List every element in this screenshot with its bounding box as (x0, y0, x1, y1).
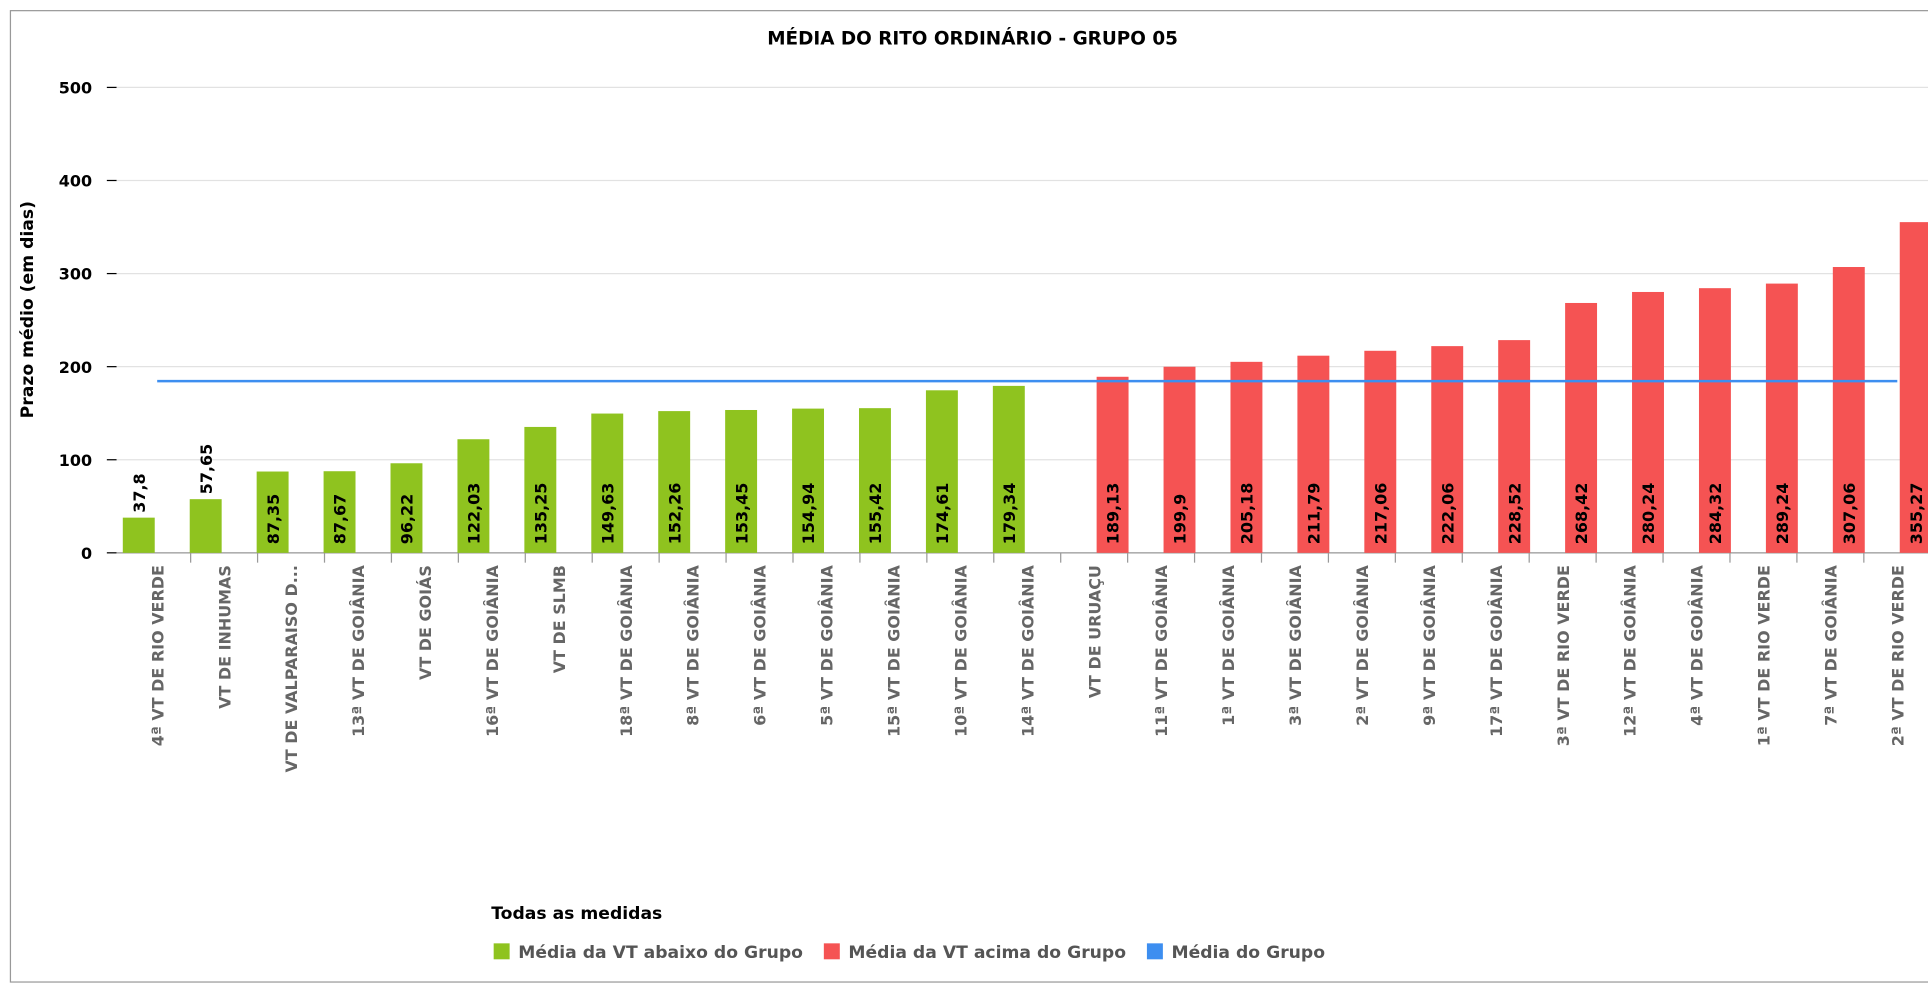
data-label: 179,34 (1000, 483, 1019, 545)
x-tick-label: VT DE INHUMAS (215, 565, 234, 709)
data-label: 149,63 (598, 483, 617, 545)
x-tick-label: 18ª VT DE GOIÂNIA (617, 564, 636, 736)
bar (1899, 222, 1928, 553)
bar (1565, 302, 1598, 553)
x-tick-label: 2ª VT DE RIO VERDE (1888, 565, 1907, 746)
x-tick-label: 4ª VT DE RIO VERDE (148, 565, 167, 746)
bar (1163, 366, 1196, 553)
x-tick-label: VT DE GOIÁS (416, 565, 435, 680)
x-tick-label: 13ª VT DE GOIÂNIA (349, 564, 368, 736)
x-tick-label: 7ª VT DE GOIÂNIA (1822, 564, 1841, 725)
data-label: 222,06 (1438, 483, 1457, 545)
data-label: 280,24 (1639, 483, 1658, 545)
legend-swatch (823, 943, 840, 960)
bar (992, 385, 1025, 553)
bar (1698, 288, 1731, 553)
bar (792, 408, 825, 553)
y-tick-label: 200 (59, 358, 92, 377)
legend: Média da VT abaixo do Grupo Média da VT a… (493, 943, 1325, 963)
data-label: 211,79 (1305, 483, 1324, 545)
x-tick-label: 14ª VT DE GOIÂNIA (1018, 564, 1037, 736)
bar (1096, 376, 1129, 553)
bar (1364, 350, 1397, 553)
y-tick-label: 500 (59, 79, 92, 98)
data-label: 284,32 (1706, 483, 1725, 545)
bar (457, 439, 490, 553)
bar (1832, 267, 1865, 553)
x-tick-label: 3ª VT DE RIO VERDE (1554, 565, 1573, 746)
chart-title: MÉDIA DO RITO ORDINÁRIO - GRUPO 05 (767, 27, 1178, 49)
y-axis-title: Prazo médio (em dias) (18, 201, 38, 418)
data-label: 174,61 (933, 483, 952, 545)
bar (256, 471, 289, 553)
x-tick-label: 5ª VT DE GOIÂNIA (818, 564, 837, 725)
data-label: 205,18 (1238, 483, 1257, 545)
data-label: 268,42 (1572, 483, 1591, 545)
data-label: 154,94 (799, 483, 818, 545)
data-label: 217,06 (1371, 483, 1390, 545)
x-tick-label: 8ª VT DE GOIÂNIA (684, 564, 703, 725)
legend-label: Média da VT acima do Grupo (848, 943, 1126, 963)
bar (323, 471, 356, 553)
data-label: 96,22 (398, 494, 417, 544)
x-tick-label: 1ª VT DE GOIÂNIA (1219, 564, 1238, 725)
x-tick-label: 16ª VT DE GOIÂNIA (483, 564, 502, 736)
data-label: 355,27 (1907, 483, 1926, 545)
x-tick-label: 11ª VT DE GOIÂNIA (1152, 564, 1171, 736)
x-tick-label: VT DE URUAÇU (1085, 565, 1104, 698)
x-tick-label: 6ª VT DE GOIÂNIA (751, 564, 770, 725)
x-tick-label: 12ª VT DE GOIÂNIA (1621, 564, 1640, 736)
data-label: 87,67 (331, 494, 350, 544)
bar (725, 409, 758, 553)
x-tick-label: 9ª VT DE GOIÂNIA (1420, 564, 1439, 725)
data-label: 228,52 (1505, 483, 1524, 545)
bar (189, 499, 222, 553)
bar (524, 426, 557, 553)
bar (859, 408, 891, 553)
legend-swatch (1146, 943, 1163, 960)
x-tick-label: 15ª VT DE GOIÂNIA (885, 564, 904, 736)
x-tick-label: 17ª VT DE GOIÂNIA (1487, 564, 1506, 736)
x-tick-label: VT DE VALPARAISO D... (282, 565, 301, 772)
x-tick-label: 10ª VT DE GOIÂNIA (951, 564, 970, 736)
bar (1632, 291, 1664, 553)
data-label: 135,25 (531, 483, 550, 545)
legend-swatch (493, 943, 510, 960)
bar (591, 413, 624, 553)
data-label: 37,8 (130, 473, 149, 512)
x-tick-label: 1ª VT DE RIO VERDE (1755, 565, 1774, 746)
data-label: 155,42 (866, 483, 885, 545)
legend-title: Todas as medidas (491, 904, 662, 924)
data-label: 153,45 (732, 483, 751, 545)
bar (658, 411, 691, 553)
bar (925, 390, 958, 553)
data-label: 57,65 (197, 444, 216, 494)
bar (1498, 340, 1531, 553)
x-tick-label: 2ª VT DE GOIÂNIA (1353, 564, 1372, 725)
x-tick-label: 4ª VT DE GOIÂNIA (1688, 564, 1707, 725)
data-label: 289,24 (1773, 483, 1792, 545)
y-tick-label: 300 (59, 265, 92, 284)
bar (1297, 355, 1330, 553)
x-tick-label: 3ª VT DE GOIÂNIA (1286, 564, 1305, 725)
legend-label: Média do Grupo (1171, 943, 1325, 963)
data-label: 122,03 (465, 483, 484, 545)
data-label: 189,13 (1104, 483, 1123, 545)
x-tick-label: VT DE SLMB (550, 565, 569, 673)
data-label: 87,35 (264, 494, 283, 544)
y-tick-label: 400 (59, 172, 92, 191)
bar (390, 463, 423, 553)
y-tick-label: 100 (59, 451, 92, 470)
legend-label: Média da VT abaixo do Grupo (518, 943, 803, 963)
bar (1765, 283, 1798, 553)
data-label: 199,9 (1171, 494, 1190, 544)
bar (122, 517, 155, 553)
data-label: 152,26 (665, 483, 684, 545)
bar (1230, 361, 1263, 553)
y-tick-label: 0 (81, 544, 92, 563)
data-label: 307,06 (1840, 483, 1859, 545)
